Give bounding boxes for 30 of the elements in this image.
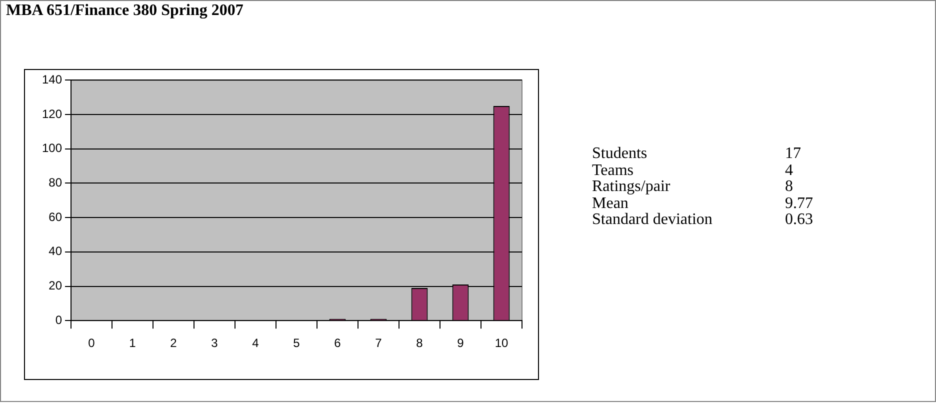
text: Standard deviation [592,211,714,228]
y-tick-label: 80 [48,176,62,190]
y-tick-label: 120 [42,106,62,121]
text: 8 [785,178,793,196]
x-tick-label: 10 [494,336,508,350]
text: 0.63 [785,211,813,228]
y-tick-label: 100 [42,141,62,156]
y-tick-label: 140 [42,72,62,87]
text: 4 [785,162,793,179]
y-tick-label: 40 [48,244,62,258]
text: Ratings/pair [592,178,672,196]
x-tick-label: 3 [211,336,218,350]
text: Teams [592,162,635,179]
y-tick-label: 0 [55,312,62,327]
text: 9.77 [785,194,813,212]
x-tick-label: 2 [170,336,178,350]
x-tick-label: 5 [293,336,300,350]
y-tick-label: 60 [48,210,62,224]
x-tick-label: 9 [457,336,464,350]
x-tick-label: 0 [88,336,96,350]
text: Mean [592,194,630,212]
x-tick-label: 4 [252,336,260,350]
x-tick-label: 8 [416,336,424,350]
x-tick-label: 7 [375,336,382,350]
y-tick-label: 20 [48,278,62,293]
chart-title: MBA 651/Finance 380 Spring 2007 [6,2,244,20]
text: 17 [785,145,801,162]
x-tick-label: 1 [129,336,136,350]
x-tick-label: 6 [334,336,342,350]
text: Students [592,145,648,162]
